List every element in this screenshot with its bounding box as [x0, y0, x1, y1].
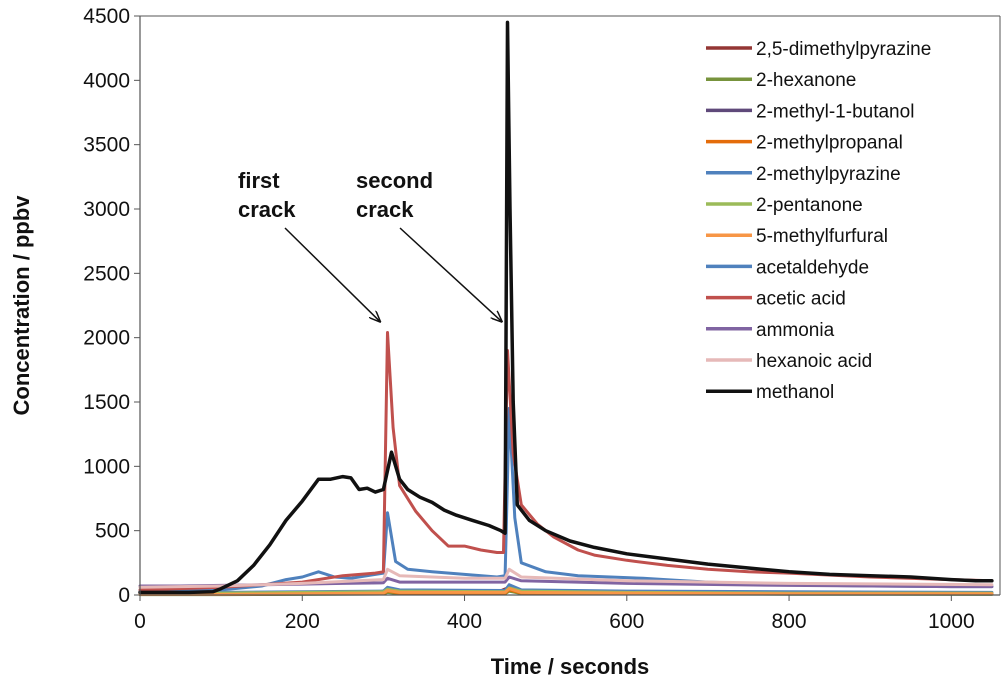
- x-tick-label: 0: [134, 610, 146, 633]
- y-tick-label: 4000: [83, 69, 130, 92]
- y-tick-label: 2500: [83, 262, 130, 285]
- legend-entry-label: ammonia: [756, 320, 835, 341]
- y-tick-label: 1000: [83, 455, 130, 478]
- annotation-arrow: [284, 227, 379, 321]
- x-tick-label: 200: [285, 610, 320, 633]
- legend-entry-label: 2-pentanone: [756, 195, 863, 216]
- y-tick-label: 500: [95, 520, 130, 543]
- y-tick-label: 0: [118, 584, 130, 607]
- series-line-methanol: [138, 20, 994, 595]
- annotation-label: first: [238, 168, 280, 193]
- legend-entry-label: acetic acid: [756, 289, 846, 310]
- legend-entry-label: 2-hexanone: [756, 70, 856, 91]
- x-tick-label: 1000: [928, 610, 975, 633]
- annotation-arrow: [399, 227, 501, 321]
- annotation-label: crack: [356, 197, 414, 222]
- legend: 2,5-dimethylpyrazine 2-hexanone 2-methyl-1…: [706, 39, 931, 403]
- series-line-hexanoic-acid: [138, 567, 994, 589]
- y-tick-label: 1500: [83, 391, 130, 414]
- x-tick-label: 600: [609, 610, 644, 633]
- series-line-acetaldehyde: [138, 406, 994, 593]
- legend-entry-label: 2-methyl-1-butanol: [756, 101, 914, 122]
- legend-entry-label: acetaldehyde: [756, 257, 869, 278]
- axes-layer: 0 500 1000 1500 2000 2500 3000 3500 4000 4500 0 200…: [9, 5, 1001, 679]
- legend-entry-label: 2,5-dimethylpyrazine: [756, 39, 931, 60]
- legend-entry-label: 5-methylfurfural: [756, 226, 888, 247]
- x-tick-label: 800: [772, 610, 807, 633]
- y-tick-label: 4500: [83, 5, 130, 28]
- y-tick-label: 3000: [83, 198, 130, 221]
- annotations-layer: first crack second crack: [238, 168, 501, 321]
- y-axis-title: Concentration / ppbv: [9, 195, 34, 416]
- x-tick-label: 400: [447, 610, 482, 633]
- legend-entry-label: methanol: [756, 382, 834, 403]
- x-axis-title: Time / seconds: [491, 654, 650, 679]
- series-layer: [138, 20, 994, 597]
- y-tick-label: 2000: [83, 327, 130, 350]
- legend-entry-label: 2-methylpyrazine: [756, 164, 901, 185]
- legend-entry-label: 2-methylpropanal: [756, 133, 903, 154]
- series-line-5-methylfurfural: [138, 587, 994, 596]
- legend-entry-label: hexanoic acid: [756, 351, 872, 372]
- y-tick-label: 3500: [83, 134, 130, 157]
- annotation-label: second: [356, 168, 433, 193]
- annotation-label: crack: [238, 197, 296, 222]
- series-line-acetic-acid: [138, 331, 994, 592]
